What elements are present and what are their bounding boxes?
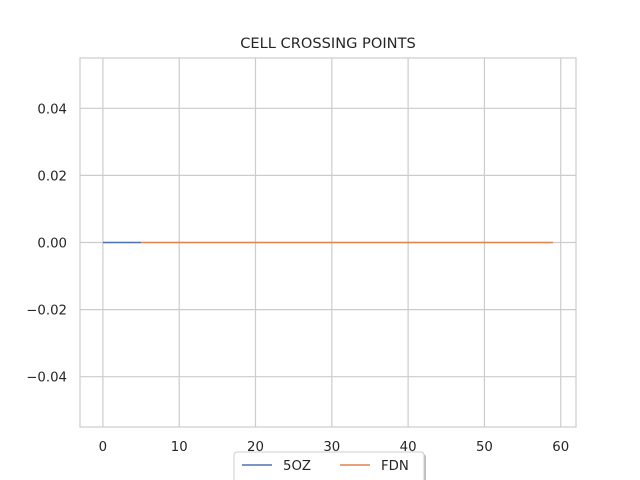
- y-tick-label: 0.04: [37, 102, 67, 117]
- chart-title: CELL CROSSING POINTS: [240, 35, 416, 52]
- y-tick-label: 0.00: [37, 237, 67, 252]
- y-tick-label: 0.02: [37, 169, 67, 184]
- x-tick-label: 0: [99, 440, 107, 455]
- x-tick-label: 10: [171, 440, 188, 455]
- x-axis: 0 10 20 30 40 50 60: [99, 440, 570, 455]
- x-tick-label: 30: [323, 440, 340, 455]
- legend: 5OZ FDN: [233, 451, 426, 480]
- x-tick-label: 50: [476, 440, 493, 455]
- y-tick-label: −0.02: [26, 304, 67, 319]
- legend-label-fdn: FDN: [381, 459, 409, 474]
- x-tick-label: 60: [552, 440, 569, 455]
- x-tick-label: 20: [247, 440, 264, 455]
- legend-label-5oz: 5OZ: [283, 459, 311, 474]
- y-axis: −0.04 −0.02 0.00 0.02 0.04: [26, 102, 67, 385]
- legend-box: [233, 451, 425, 480]
- y-tick-label: −0.04: [26, 371, 67, 386]
- x-tick-label: 40: [400, 440, 417, 455]
